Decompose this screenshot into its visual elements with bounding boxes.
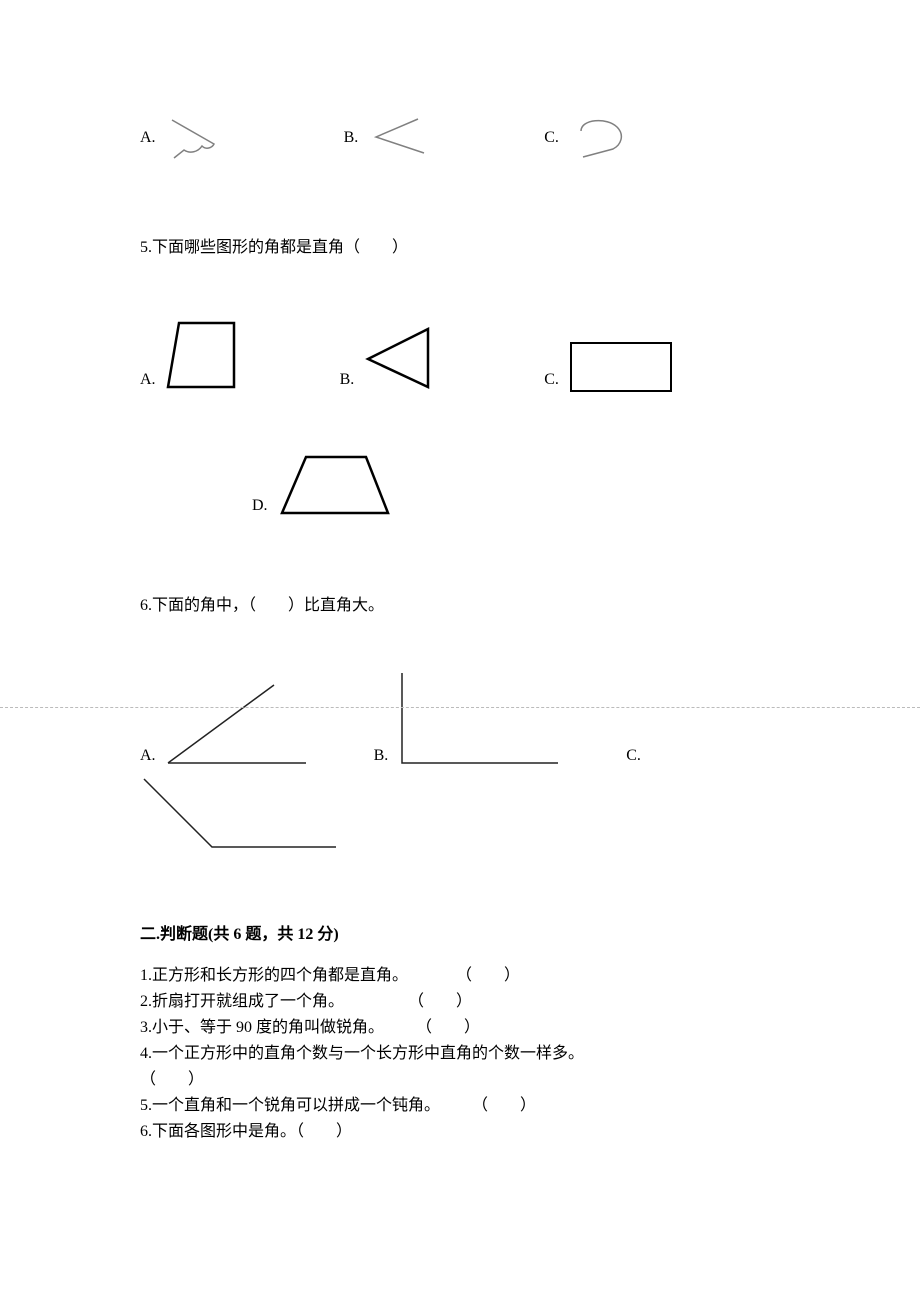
q5-a-figure-icon <box>164 315 244 395</box>
q5-options-row-d: D. <box>252 451 790 521</box>
q4-option-a: A. <box>140 110 244 165</box>
tf-q4b: （ ） <box>140 1068 790 1092</box>
q6-option-b: B. <box>374 669 567 769</box>
tf-q4: 4.一个正方形中的直角个数与一个长方形中直角的个数一样多。 <box>140 1042 790 1066</box>
q4-a-figure-icon <box>164 110 244 165</box>
tf-q2: 2.折扇打开就组成了一个角。 （ ） <box>140 990 790 1014</box>
q6-a-label: A. <box>140 747 156 765</box>
q4-a-label: A. <box>140 129 156 147</box>
q6-b-figure-icon <box>396 669 566 769</box>
q4-options-row: A. B. C. <box>140 110 790 165</box>
q6-c-figure-icon <box>140 775 340 855</box>
q6-b-label: B. <box>374 747 389 765</box>
q5-b-figure-icon <box>362 325 442 395</box>
tf-q1: 1.正方形和长方形的四个角都是直角。 （ ） <box>140 964 790 988</box>
q5-d-label: D. <box>252 497 268 515</box>
q6-text: 6.下面的角中，（ ）比直角大。 <box>140 591 790 615</box>
q6-option-a: A. <box>140 679 314 769</box>
q5-text: 5.下面哪些图形的角都是直角（ ） <box>140 233 790 257</box>
q6-options-row: A. B. C. <box>140 669 790 769</box>
q5-a-label: A. <box>140 371 156 389</box>
tf-q6: 6.下面各图形中是角。（ ） <box>140 1120 790 1144</box>
q5-c-label: C. <box>544 371 559 389</box>
q5-options-row-abc: A. B. C. <box>140 315 790 395</box>
section2-title: 二.判断题(共 6 题，共 12 分) <box>140 920 790 944</box>
q4-b-label: B. <box>344 129 359 147</box>
q5-option-a: A. <box>140 315 244 395</box>
q5-d-figure-icon <box>276 451 396 521</box>
q6-c-label: C. <box>626 747 641 765</box>
q5-option-b: B. <box>340 325 443 395</box>
q5-b-label: B. <box>340 371 355 389</box>
q4-c-label: C. <box>544 129 559 147</box>
dotted-divider <box>0 707 920 708</box>
q4-c-figure-icon <box>567 113 637 163</box>
q4-option-c: C. <box>544 113 637 163</box>
q6-option-c: C. <box>626 747 649 769</box>
tf-q5: 5.一个直角和一个锐角可以拼成一个钝角。 （ ） <box>140 1094 790 1118</box>
q6-c-figure-row <box>140 775 790 860</box>
q5-c-figure-icon <box>567 339 677 395</box>
q4-b-figure-icon <box>366 113 436 163</box>
tf-q3: 3.小于、等于 90 度的角叫做锐角。 （ ） <box>140 1016 790 1040</box>
q4-option-b: B. <box>344 113 437 163</box>
q5-option-c: C. <box>544 339 677 395</box>
q6-a-figure-icon <box>164 679 314 769</box>
